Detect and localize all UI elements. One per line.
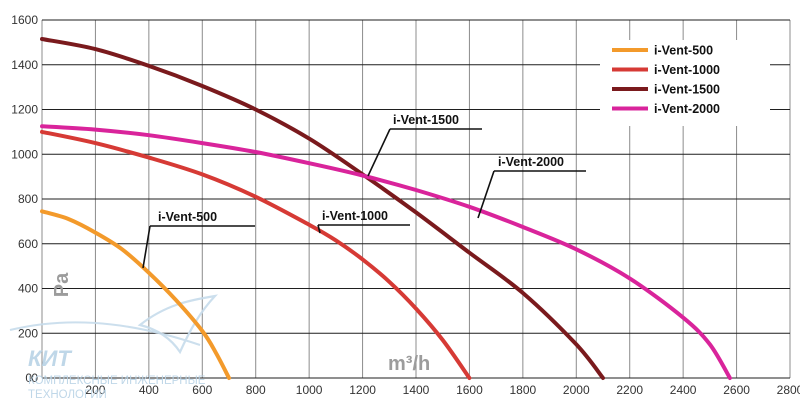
x-tick-label: 0 bbox=[25, 371, 32, 385]
annotation-label-i-vent-1500: i-Vent-1500 bbox=[393, 113, 459, 127]
y-tick-label: 1400 bbox=[11, 58, 38, 72]
legend-label-i-vent-500: i-Vent-500 bbox=[654, 44, 713, 58]
y-tick-label: 1600 bbox=[11, 13, 38, 27]
y-tick-label: 800 bbox=[18, 192, 38, 206]
x-tick-label: 1400 bbox=[403, 383, 430, 397]
x-tick-label: 2600 bbox=[723, 383, 750, 397]
curve-annotations: i-Vent-500 i-Vent-1000 i-Vent-1500 i-Vent-2… bbox=[142, 113, 586, 269]
curve-i-vent-2000 bbox=[40, 124, 732, 380]
x-tick-label: 1200 bbox=[349, 383, 376, 397]
y-tick-label: 1000 bbox=[11, 147, 38, 161]
annotation-label-i-vent-2000: i-Vent-2000 bbox=[498, 155, 564, 169]
watermark-brand: КИТ bbox=[28, 346, 72, 371]
y-tick-label: 200 bbox=[18, 326, 38, 340]
y-tick-label: 1200 bbox=[11, 103, 38, 117]
y-tick-label: 600 bbox=[18, 237, 38, 251]
x-tick-label: 1000 bbox=[296, 383, 323, 397]
y-tick-label: 400 bbox=[18, 282, 38, 296]
x-tick-label: 800 bbox=[246, 383, 266, 397]
annotation-leader-i-vent-1500 bbox=[367, 128, 391, 177]
x-tick-label: 600 bbox=[192, 383, 212, 397]
annotation-label-i-vent-500: i-Vent-500 bbox=[158, 210, 217, 224]
legend-label-i-vent-1000: i-Vent-1000 bbox=[654, 63, 720, 77]
y-axis-unit: Pa bbox=[51, 272, 73, 297]
curve-i-vent-1500 bbox=[40, 37, 605, 380]
y-tick-label: 0 bbox=[31, 371, 38, 385]
curve-i-vent-500 bbox=[40, 209, 231, 380]
watermark-line1: КОМПЛЕКСНЫЕ ИНЖЕНЕРНЫЕ bbox=[28, 375, 206, 387]
curve-i-vent-1000 bbox=[40, 129, 472, 380]
legend-label-i-vent-2000: i-Vent-2000 bbox=[654, 102, 720, 116]
x-tick-label: 1600 bbox=[456, 383, 483, 397]
kit-watermark: КИТ КОМПЛЕКСНЫЕ ИНЖЕНЕРНЫЕ ТЕХНОЛОГИИ bbox=[9, 294, 219, 401]
annotation-leader-i-vent-1000 bbox=[317, 224, 321, 234]
annotation-leader-i-vent-2000 bbox=[477, 170, 495, 219]
x-tick-label: 200 bbox=[85, 383, 105, 397]
x-tick-label: 2400 bbox=[670, 383, 697, 397]
x-tick-label: 2200 bbox=[616, 383, 643, 397]
legend-background bbox=[600, 40, 770, 126]
legend: i-Vent-500 i-Vent-1000 i-Vent-1500 i-Vent-2… bbox=[600, 40, 770, 126]
annotation-leader-i-vent-500 bbox=[142, 225, 151, 269]
legend-label-i-vent-1500: i-Vent-1500 bbox=[654, 83, 720, 97]
watermark-bird-icon bbox=[137, 294, 219, 355]
x-tick-label: 2000 bbox=[563, 383, 590, 397]
watermark-swoosh bbox=[9, 321, 201, 346]
watermark-line2: ТЕХНОЛОГИИ bbox=[28, 389, 107, 401]
x-tick-label: 1800 bbox=[510, 383, 537, 397]
tick-labels: 0 200 400 600 800 1000 1200 1400 1600 200 400 600 80… bbox=[11, 13, 800, 397]
annotation-label-i-vent-1000: i-Vent-1000 bbox=[322, 209, 388, 223]
series-curves bbox=[40, 37, 732, 380]
x-axis-unit: m³/h bbox=[388, 353, 430, 375]
x-tick-label: 400 bbox=[139, 383, 159, 397]
